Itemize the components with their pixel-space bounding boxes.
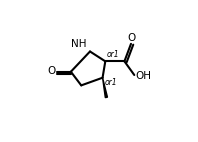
Text: O: O [128, 33, 136, 43]
Polygon shape [103, 78, 108, 98]
Text: O: O [47, 66, 56, 76]
Text: or1: or1 [104, 78, 117, 87]
Text: OH: OH [135, 71, 151, 81]
Text: or1: or1 [107, 50, 120, 59]
Text: NH: NH [71, 39, 86, 49]
